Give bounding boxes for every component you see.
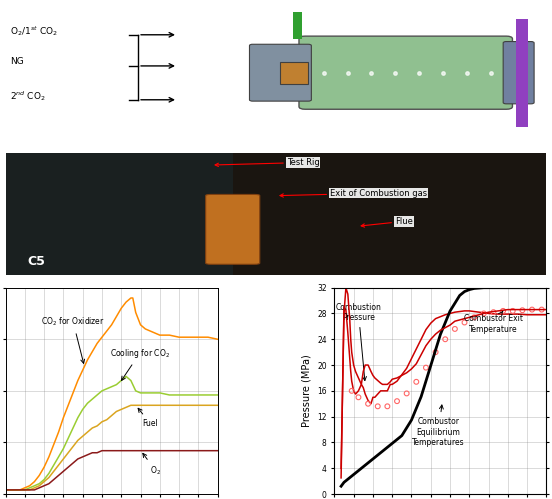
Point xyxy=(518,306,527,314)
Text: Combustor
Equilibrium
Temperatures: Combustor Equilibrium Temperatures xyxy=(412,405,465,447)
Text: Cooling for CO$_2$: Cooling for CO$_2$ xyxy=(110,347,170,380)
Point xyxy=(431,348,440,356)
Point xyxy=(441,335,450,343)
FancyBboxPatch shape xyxy=(280,62,308,83)
Y-axis label: Pressure (MPa): Pressure (MPa) xyxy=(301,354,311,427)
FancyBboxPatch shape xyxy=(503,41,534,104)
Point xyxy=(422,364,431,372)
Text: Exit of Combustion gas: Exit of Combustion gas xyxy=(280,189,427,198)
FancyBboxPatch shape xyxy=(250,44,311,101)
Text: NG: NG xyxy=(10,57,24,66)
Text: Flue: Flue xyxy=(361,217,413,227)
Text: O$_2$: O$_2$ xyxy=(143,454,161,477)
Point xyxy=(450,325,459,333)
Text: 2$^{nd}$ CO$_2$: 2$^{nd}$ CO$_2$ xyxy=(10,89,46,103)
Point xyxy=(402,389,411,397)
Point xyxy=(508,307,517,315)
Text: CO$_2$ for Oxidizer: CO$_2$ for Oxidizer xyxy=(41,316,105,363)
Point xyxy=(383,402,392,410)
Bar xyxy=(516,18,528,127)
Text: Combustion
Pressure: Combustion Pressure xyxy=(336,302,381,381)
Text: Fuel: Fuel xyxy=(138,408,158,428)
Point xyxy=(364,400,373,408)
Point xyxy=(347,387,356,395)
Point xyxy=(392,397,401,405)
Text: O$_2$/1$^{st}$ CO$_2$: O$_2$/1$^{st}$ CO$_2$ xyxy=(10,24,58,37)
Point xyxy=(528,305,537,313)
FancyBboxPatch shape xyxy=(233,153,546,275)
Bar xyxy=(293,12,302,39)
Point xyxy=(470,313,479,321)
Point xyxy=(460,318,469,326)
FancyBboxPatch shape xyxy=(6,153,233,275)
Point xyxy=(412,378,421,386)
Point xyxy=(489,308,498,316)
Point xyxy=(373,402,382,410)
Point xyxy=(537,305,546,313)
Text: Test Rig: Test Rig xyxy=(215,158,320,167)
Text: C5: C5 xyxy=(27,255,45,268)
FancyBboxPatch shape xyxy=(206,195,260,264)
Point xyxy=(479,309,488,317)
Point xyxy=(354,393,363,401)
FancyBboxPatch shape xyxy=(299,36,512,109)
Text: Combustor Exit
Temperature: Combustor Exit Temperature xyxy=(464,311,523,333)
Point xyxy=(498,307,507,315)
